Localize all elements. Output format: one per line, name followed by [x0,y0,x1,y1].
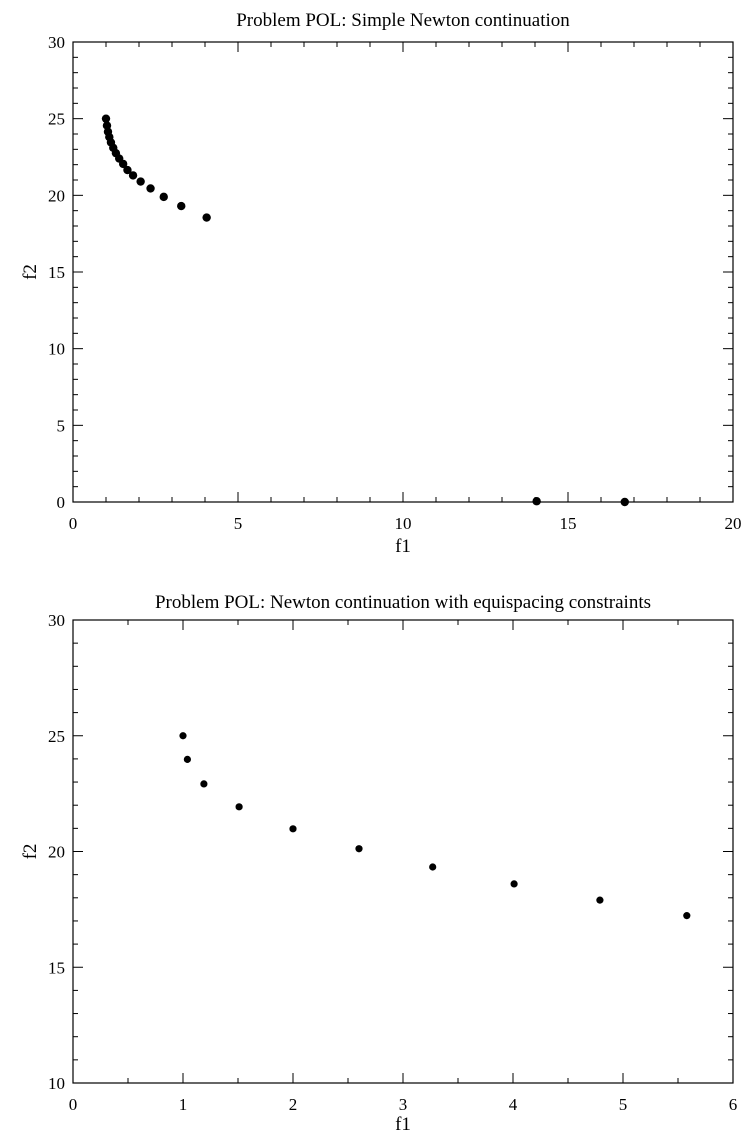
x-tick-label: 6 [729,1095,738,1114]
y-tick-label: 0 [57,493,66,512]
y-tick-label: 10 [48,340,65,359]
x-tick-label: 4 [509,1095,518,1114]
y-axis-label: f2 [20,264,41,280]
data-point [179,732,187,740]
x-tick-label: 10 [395,514,412,533]
x-axis-label: f1 [395,536,411,557]
data-point [429,863,437,871]
x-tick-label: 5 [619,1095,628,1114]
data-point [118,159,128,169]
data-point [159,192,168,202]
y-tick-label: 20 [48,186,65,205]
plot-frame [72,41,734,503]
chart-equispacing-newton: Problem POL: Newton continuation with eq… [20,592,737,1131]
y-tick-label: 30 [48,33,65,52]
data-point [146,184,155,193]
y-tick-label: 30 [48,611,65,630]
y-tick-label: 15 [48,263,65,282]
data-point [683,912,691,920]
data-point [510,880,518,888]
x-tick-label: 3 [399,1095,408,1114]
y-axis-label: f2 [20,844,41,860]
data-point [235,803,243,811]
data-point [123,165,132,175]
chart-title: Problem POL: Simple Newton continuation [236,10,570,31]
data-point [177,201,186,211]
data-point [289,825,297,833]
chart-simple-newton: Problem POL: Simple Newton continuation … [20,10,742,557]
chart-title: Problem POL: Newton continuation with eq… [155,592,651,613]
data-point [128,171,138,180]
x-tick-label: 5 [234,514,243,533]
x-tick-label: 0 [69,1095,78,1114]
y-tick-label: 25 [48,727,65,746]
y-tick-label: 25 [48,110,65,129]
plot-frame [72,619,734,1084]
y-tick-label: 20 [48,843,65,862]
x-tick-label: 2 [289,1095,298,1114]
y-tick-label: 5 [57,416,66,435]
data-point [596,896,604,904]
data-point [136,177,145,186]
data-point [101,114,111,123]
data-point [200,780,208,788]
data-point [532,497,541,506]
data-point [183,755,191,763]
x-tick-label: 0 [69,514,78,533]
y-tick-label: 10 [48,1074,65,1093]
data-point [355,845,363,853]
x-axis-label: f1 [395,1114,411,1131]
x-tick-label: 1 [179,1095,188,1114]
x-tick-label: 20 [725,514,742,533]
x-tick-label: 15 [560,514,577,533]
data-point [620,497,629,507]
data-point [202,213,211,222]
y-tick-label: 15 [48,958,65,977]
